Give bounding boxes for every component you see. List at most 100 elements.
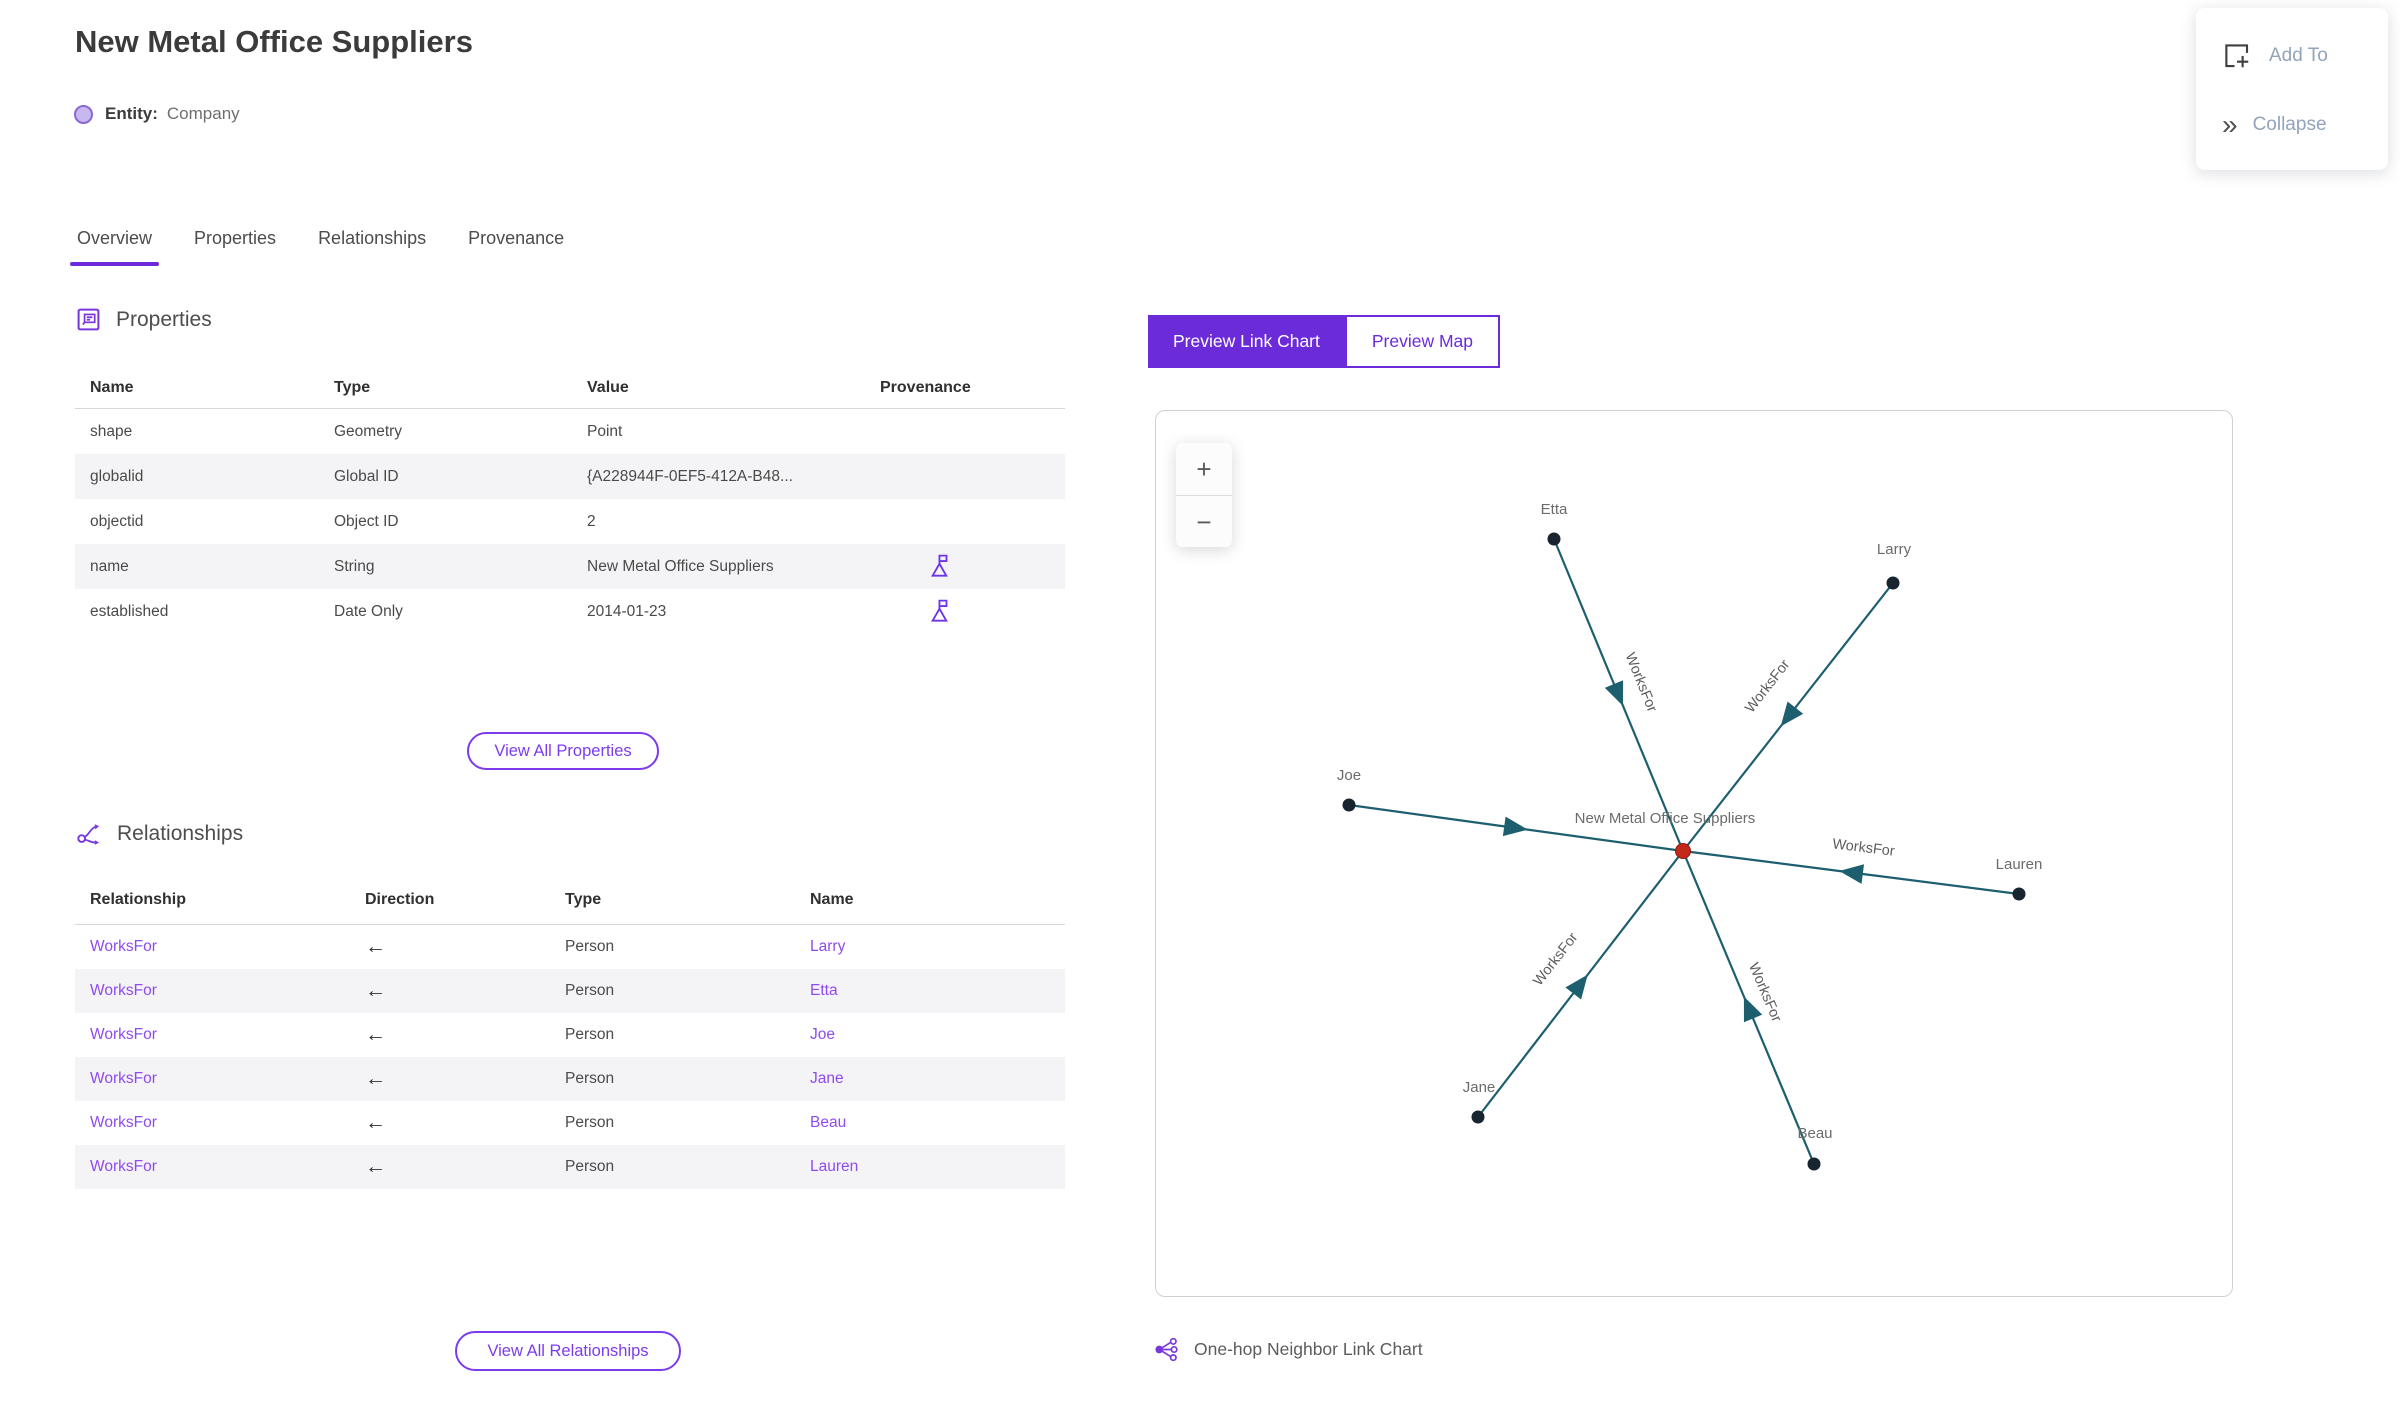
relationship-row: WorksFor ← Person Larry (75, 925, 1065, 969)
edge-label: WorksFor (1831, 836, 1895, 860)
relationship-type: Person (565, 1070, 615, 1087)
col-name: Name (810, 891, 854, 908)
preview-map-button[interactable]: Preview Map (1344, 315, 1501, 368)
property-value: Point (587, 422, 623, 440)
col-value: Value (587, 379, 629, 396)
properties-icon (77, 308, 100, 331)
edge-label: WorksFor (1622, 650, 1660, 714)
relationship-entity-link[interactable]: Beau (810, 1114, 847, 1131)
property-name: shape (90, 422, 133, 440)
zoom-control: + − (1176, 443, 1232, 547)
person-node-lauren[interactable] (2012, 887, 2026, 901)
relationship-entity-link[interactable]: Etta (810, 982, 838, 999)
relationship-entity-link[interactable]: Larry (810, 938, 846, 955)
property-type: Global ID (334, 467, 399, 485)
entity-label: Entity: (105, 104, 158, 123)
properties-section-heading: Properties (75, 306, 212, 333)
workfor-edge (1682, 849, 2020, 896)
relationship-link[interactable]: WorksFor (90, 938, 157, 955)
person-node-larry[interactable] (1886, 576, 1900, 590)
relationships-section-heading: Relationships (75, 820, 243, 847)
relationships-table-header: Relationship Direction Type Name (75, 876, 1065, 925)
relationship-type: Person (565, 1114, 615, 1131)
tab-bar: Overview Properties Relationships Proven… (69, 224, 566, 266)
person-node-etta[interactable] (1547, 532, 1561, 546)
relationship-link[interactable]: WorksFor (90, 1114, 157, 1131)
entity-type-value: Company (166, 104, 240, 123)
properties-table-header: Name Type Value Provenance (75, 368, 1065, 409)
relationships-icon (77, 824, 100, 845)
edge-label: WorksFor (1530, 930, 1581, 989)
view-all-properties-button[interactable]: View All Properties (467, 732, 659, 770)
edge-label: WorksFor (1742, 657, 1793, 716)
col-name: Name (90, 379, 134, 396)
relationship-type: Person (565, 982, 615, 999)
tab-properties[interactable]: Properties (194, 228, 277, 248)
relationship-type: Person (565, 938, 615, 955)
col-type: Type (334, 379, 371, 396)
tab-relationships[interactable]: Relationships (318, 228, 427, 248)
property-value: 2014-01-23 (587, 602, 667, 620)
relationship-row: WorksFor ← Person Etta (75, 969, 1065, 1013)
relationship-direction-arrow: ← (365, 1155, 386, 1178)
relationships-table: Relationship Direction Type Name WorksFo… (75, 876, 1065, 1189)
relationship-entity-link[interactable]: Lauren (810, 1158, 859, 1175)
workfor-edge (1682, 582, 1894, 852)
person-node-jane[interactable] (1471, 1110, 1485, 1124)
properties-section-title: Properties (116, 307, 212, 331)
provenance-flag-icon[interactable] (927, 597, 953, 627)
node-label: Beau (1797, 1125, 1832, 1142)
node-label: Joe (1337, 767, 1361, 784)
provenance-flag-icon[interactable] (927, 552, 953, 582)
person-node-joe[interactable] (1342, 798, 1356, 812)
add-to-icon (2225, 44, 2249, 68)
collapse-chevrons-icon: » (2222, 109, 2238, 141)
add-to-button[interactable]: Add To (2196, 40, 2388, 72)
collapse-button[interactable]: » Collapse (2196, 109, 2388, 141)
chart-caption-label: One-hop Neighbor Link Chart (1194, 1339, 1423, 1359)
properties-table: Name Type Value Provenance shape Geometry… (75, 368, 1065, 634)
workfor-edge (1348, 803, 1684, 853)
property-name: established (90, 602, 169, 620)
node-label: Jane (1463, 1079, 1496, 1096)
property-name: objectid (90, 512, 144, 530)
relationship-link[interactable]: WorksFor (90, 982, 157, 999)
property-name: name (90, 557, 129, 575)
relationship-row: WorksFor ← Person Jane (75, 1057, 1065, 1101)
relationships-section-title: Relationships (117, 821, 244, 845)
relationship-type: Person (565, 1026, 615, 1043)
add-to-label: Add To (2269, 45, 2328, 67)
property-row: shape Geometry Point (75, 409, 1065, 454)
relationship-direction-arrow: ← (365, 1023, 386, 1046)
property-value: New Metal Office Suppliers (587, 557, 774, 575)
relationship-entity-link[interactable]: Joe (810, 1026, 835, 1043)
workfor-edge (1681, 850, 1816, 1165)
tab-overview[interactable]: Overview (69, 224, 160, 266)
workfor-edge (1477, 850, 1684, 1118)
property-type: Object ID (334, 512, 399, 530)
tab-provenance[interactable]: Provenance (468, 228, 565, 248)
relationship-type: Person (565, 1158, 615, 1175)
col-provenance: Provenance (880, 379, 971, 396)
zoom-out-button[interactable]: − (1176, 495, 1232, 547)
node-label: Etta (1541, 501, 1568, 518)
workfor-edge (1552, 538, 1685, 852)
relationship-link[interactable]: WorksFor (90, 1158, 157, 1175)
center-company-node[interactable] (1675, 843, 1691, 859)
relationship-link[interactable]: WorksFor (90, 1070, 157, 1087)
property-value: 2 (587, 512, 596, 530)
link-chart-canvas[interactable]: WorksFor WorksForWorksForWorksForWorksFor… (1156, 411, 2232, 1296)
relationship-entity-link[interactable]: Jane (810, 1070, 844, 1087)
relationship-direction-arrow: ← (365, 979, 386, 1002)
link-chart-panel[interactable]: + − WorksFor WorksFor WorksFor WorksFor Work… (1155, 410, 2233, 1297)
entity-type-icon (74, 104, 93, 124)
zoom-in-button[interactable]: + (1176, 443, 1232, 495)
page-title: New Metal Office Suppliers (75, 24, 473, 59)
action-panel: Add To » Collapse (2196, 8, 2388, 170)
person-node-beau[interactable] (1807, 1157, 1821, 1171)
relationship-link[interactable]: WorksFor (90, 1026, 157, 1043)
view-all-relationships-button[interactable]: View All Relationships (455, 1331, 681, 1371)
preview-link-chart-button[interactable]: Preview Link Chart (1148, 315, 1345, 368)
node-label: Larry (1877, 541, 1912, 558)
